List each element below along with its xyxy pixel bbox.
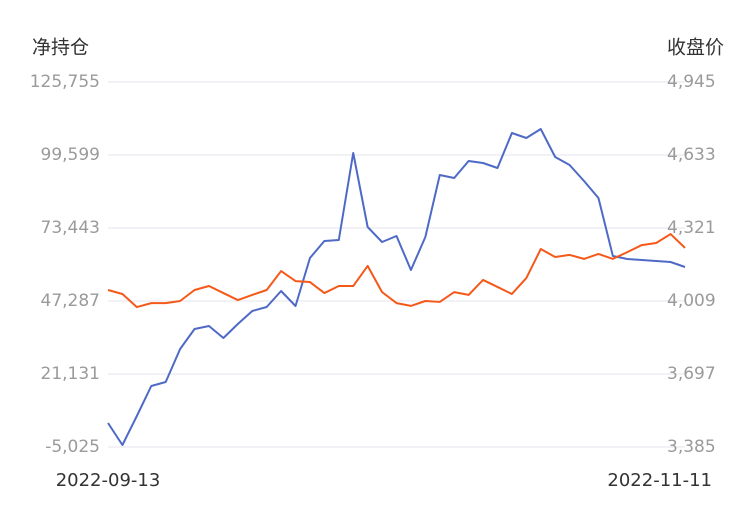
y2-axis-title: 收盘价 (667, 37, 724, 59)
y-tick-label: 99,599 (41, 145, 100, 165)
y2-tick-label: 4,633 (667, 145, 716, 165)
y-tick-label: -5,025 (45, 437, 100, 457)
y-tick-label: 73,443 (41, 218, 100, 238)
y2-tick-label: 4,009 (667, 291, 716, 311)
series-line (107, 233, 686, 309)
y-axis-title: 净持仓 (32, 37, 89, 59)
x-tick-label: 2022-09-13 (56, 470, 161, 491)
y2-tick-label: 3,385 (667, 437, 716, 457)
x-tick-label: 2022-11-11 (607, 470, 712, 491)
y2-tick-label: 4,945 (667, 72, 716, 92)
y2-tick-label: 3,697 (667, 364, 716, 384)
y2-tick-label: 4,321 (667, 218, 716, 238)
y-tick-label: 125,755 (30, 72, 100, 92)
series-line (107, 128, 686, 446)
y-tick-label: 47,287 (41, 291, 100, 311)
y-tick-label: 21,131 (41, 364, 100, 384)
